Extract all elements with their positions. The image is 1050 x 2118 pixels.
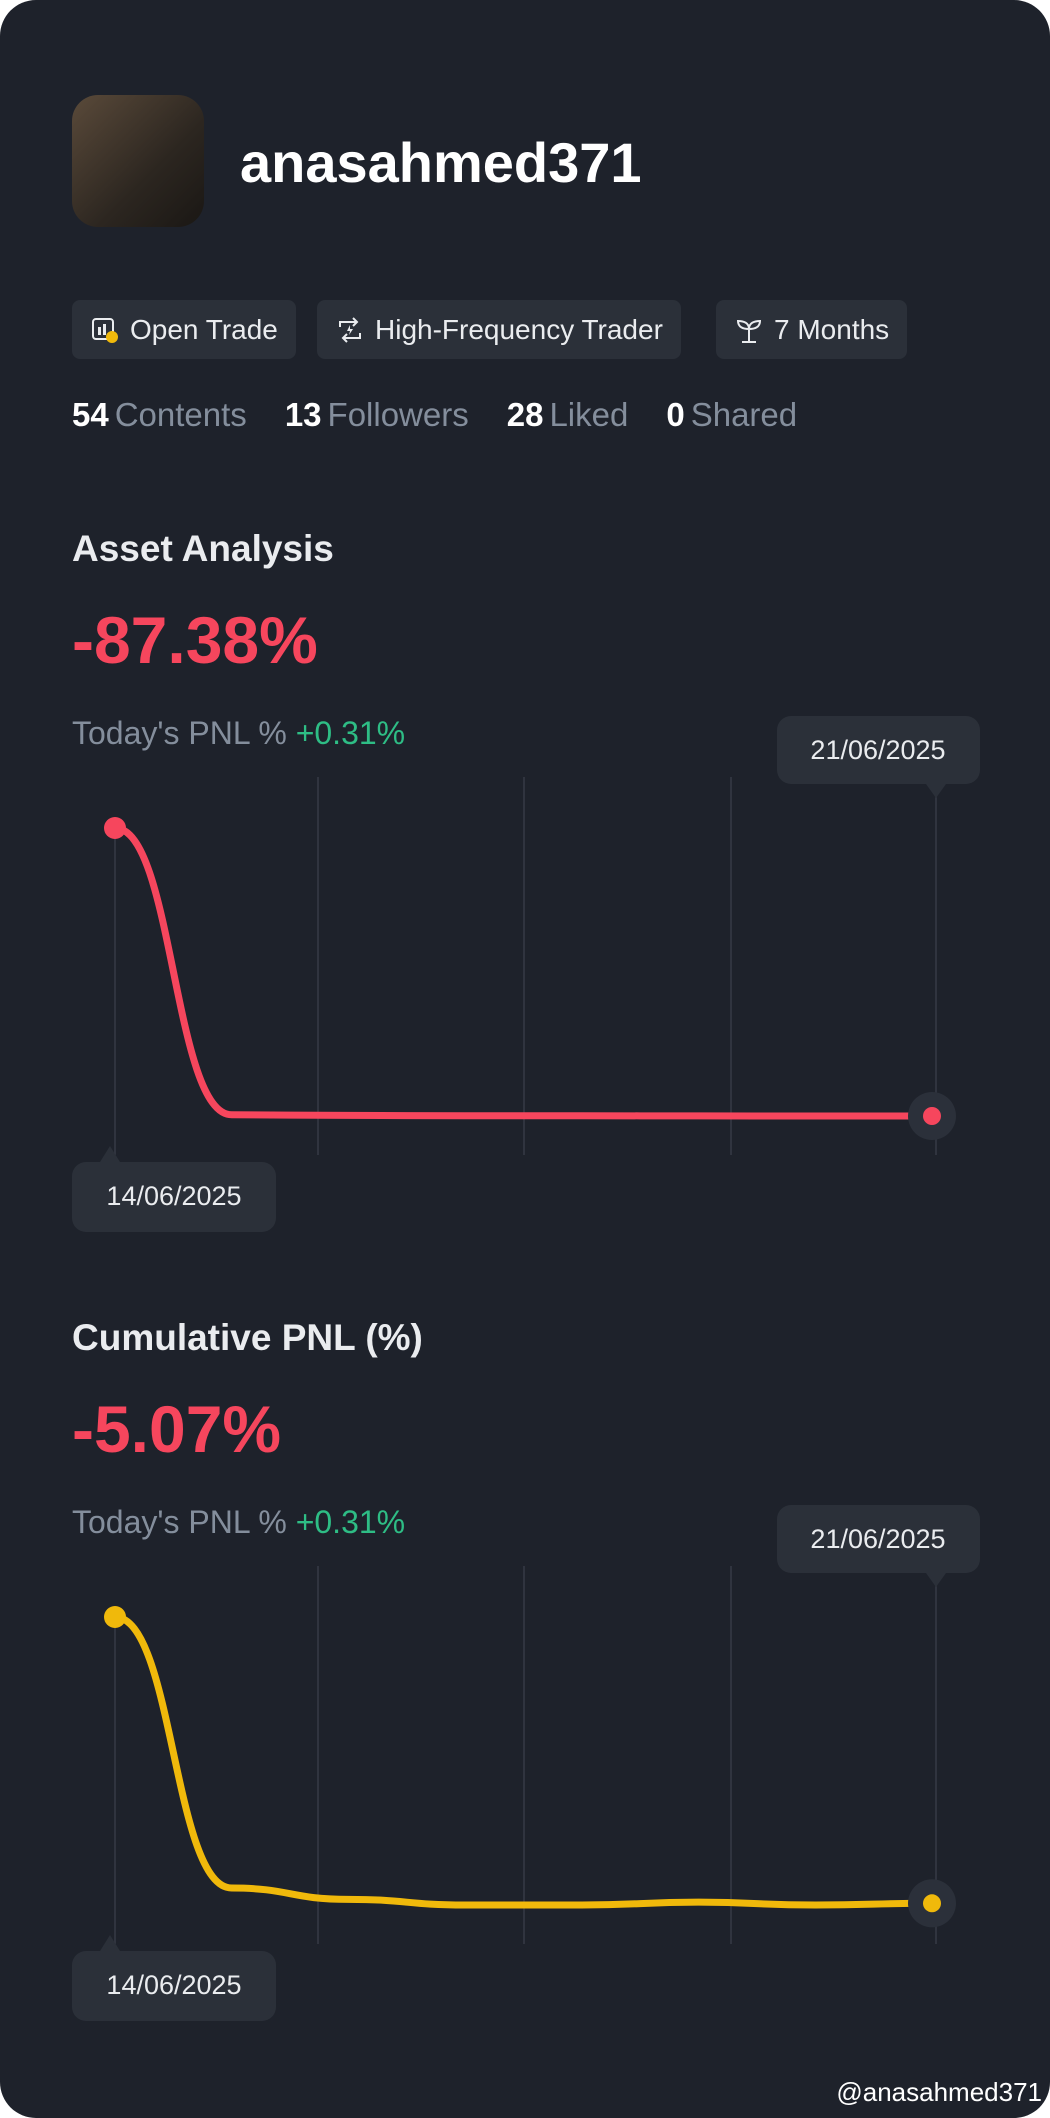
line xyxy=(111,1613,936,1909)
line xyxy=(111,824,936,1120)
start-point xyxy=(104,817,126,839)
stat: 0 Shared xyxy=(666,396,797,434)
tooltip xyxy=(72,1951,276,2021)
tooltip-arrow xyxy=(100,1146,120,1162)
stat-label: Liked xyxy=(549,396,629,433)
avatar xyxy=(72,95,204,227)
start-date: 14/06/2025 xyxy=(106,1970,241,2000)
headline: -87.38% xyxy=(72,603,318,677)
end-point xyxy=(923,1107,941,1125)
stat: 54 Contents xyxy=(72,396,247,434)
start-point xyxy=(104,1606,126,1628)
end-date: 21/06/2025 xyxy=(810,735,945,765)
tooltip-arrow xyxy=(100,1935,120,1951)
stat-value: 28 xyxy=(506,396,544,433)
pnl-row: Today's PNL % +0.31% xyxy=(72,1504,405,1541)
stat-label: Followers xyxy=(327,396,469,433)
stat-label: Shared xyxy=(690,396,798,433)
end-point xyxy=(923,1894,941,1913)
tooltip xyxy=(777,716,980,784)
watermark: @anasahmed371 xyxy=(836,2077,1042,2107)
start-date: 14/06/2025 xyxy=(106,1181,241,1211)
headline: -5.07% xyxy=(72,1392,282,1466)
chart-title: Cumulative PNL (%) xyxy=(72,1317,423,1358)
end-date: 21/06/2025 xyxy=(810,1524,945,1554)
pnl-row: Today's PNL % +0.31% xyxy=(72,715,405,752)
username: anasahmed371 xyxy=(240,131,642,194)
tooltip-arrow xyxy=(926,1573,946,1587)
stat: 13 Followers xyxy=(285,396,469,434)
tooltip xyxy=(72,1162,276,1232)
tag-label: High-Frequency Trader xyxy=(375,313,663,345)
stat: 28 Liked xyxy=(507,396,629,434)
stats: 54 Contents 13 Followers 28 Liked 0 Shared xyxy=(72,396,797,434)
tag-label: Open Trade xyxy=(130,313,278,345)
pnl-label: Today's PNL % xyxy=(72,715,287,751)
chart-title: Asset Analysis xyxy=(72,528,334,569)
tooltip xyxy=(777,1505,980,1573)
icon xyxy=(736,319,762,343)
stat-value: 13 xyxy=(284,396,322,433)
tag: Open Trade xyxy=(72,300,296,359)
pnl-value: +0.31% xyxy=(295,715,406,751)
pnl-label: Today's PNL % xyxy=(72,1504,287,1540)
tag-label: 7 Months xyxy=(774,313,890,345)
tag: High-Frequency Trader xyxy=(317,300,681,359)
stat-label: Contents xyxy=(114,396,247,433)
icon xyxy=(339,316,361,343)
pnl-value: +0.31% xyxy=(295,1504,406,1540)
tag: 7 Months xyxy=(716,300,908,359)
stat-value: 0 xyxy=(666,396,685,433)
tooltip-arrow xyxy=(926,784,946,798)
stat-value: 54 xyxy=(72,396,109,433)
icon xyxy=(92,317,118,343)
